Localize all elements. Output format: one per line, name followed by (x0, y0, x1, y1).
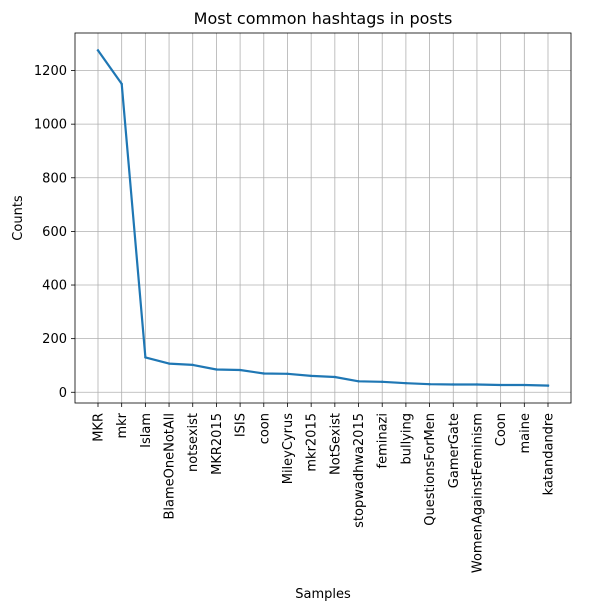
data-point (238, 368, 242, 372)
data-point (452, 383, 455, 386)
x-tick-label: Coon (494, 413, 509, 446)
data-point (523, 383, 526, 387)
y-tick-label: 800 (42, 171, 67, 186)
x-axis: MKR mkr Islam BlameOneNotAll notsexist MKR201… (92, 403, 557, 573)
y-tick-label: 200 (42, 332, 67, 347)
data-point (357, 380, 360, 383)
x-tick-label: Islam (139, 413, 154, 448)
x-tick-label: BlameOneNotAll (163, 413, 178, 520)
x-tick-label: notsexist (186, 413, 201, 472)
axes-frame (74, 32, 572, 404)
chart-title: Most common hashtags in posts (194, 9, 453, 28)
data-point (144, 356, 147, 359)
y-tick-label: 1200 (34, 64, 67, 79)
x-axis-label: Samples (295, 587, 351, 602)
x-tick-label: katandandre (542, 413, 557, 495)
grid (75, 33, 571, 403)
data-point (404, 381, 408, 385)
data-point (215, 368, 218, 371)
x-tick-label: GamerGate (447, 413, 462, 488)
x-tick-label: QuestionsForMen (423, 413, 438, 526)
x-tick-label: MileyCyrus (281, 413, 296, 484)
data-point (475, 383, 479, 386)
y-axis-label: Counts (11, 195, 26, 241)
y-tick-label: 600 (42, 225, 67, 240)
data-point (191, 363, 194, 367)
x-tick-label: bullying (399, 413, 414, 465)
data-point (546, 384, 550, 387)
x-tick-label: MKR2015 (210, 413, 225, 475)
data-point (96, 49, 100, 52)
data-point (333, 375, 337, 379)
series (96, 48, 550, 387)
y-tick-label: 1000 (34, 118, 67, 133)
data-point (428, 383, 431, 386)
x-tick-label: feminazi (376, 413, 391, 469)
data-point (286, 372, 289, 375)
y-axis: 0 200 400 600 800 1000 1200 (34, 64, 75, 401)
data-point (499, 383, 502, 387)
data-point (120, 82, 123, 86)
data-point (381, 380, 384, 384)
x-tick-label: NotSexist (328, 413, 343, 475)
y-tick-label: 0 (59, 386, 67, 401)
data-point (262, 372, 265, 375)
x-tick-label: mkr (115, 412, 130, 438)
x-tick-label: mkr2015 (305, 413, 320, 472)
x-tick-label: stopwadhwa2015 (352, 413, 367, 528)
x-tick-label: ISIS (234, 413, 249, 437)
series-line (96, 48, 550, 387)
data-point (167, 362, 171, 365)
x-tick-label: WomenAgainstFeminism (470, 413, 485, 573)
x-tick-label: maine (518, 413, 533, 453)
x-tick-label: coon (257, 413, 272, 444)
data-point (309, 374, 313, 378)
x-tick-label: MKR (92, 413, 107, 442)
y-tick-label: 400 (42, 279, 67, 294)
